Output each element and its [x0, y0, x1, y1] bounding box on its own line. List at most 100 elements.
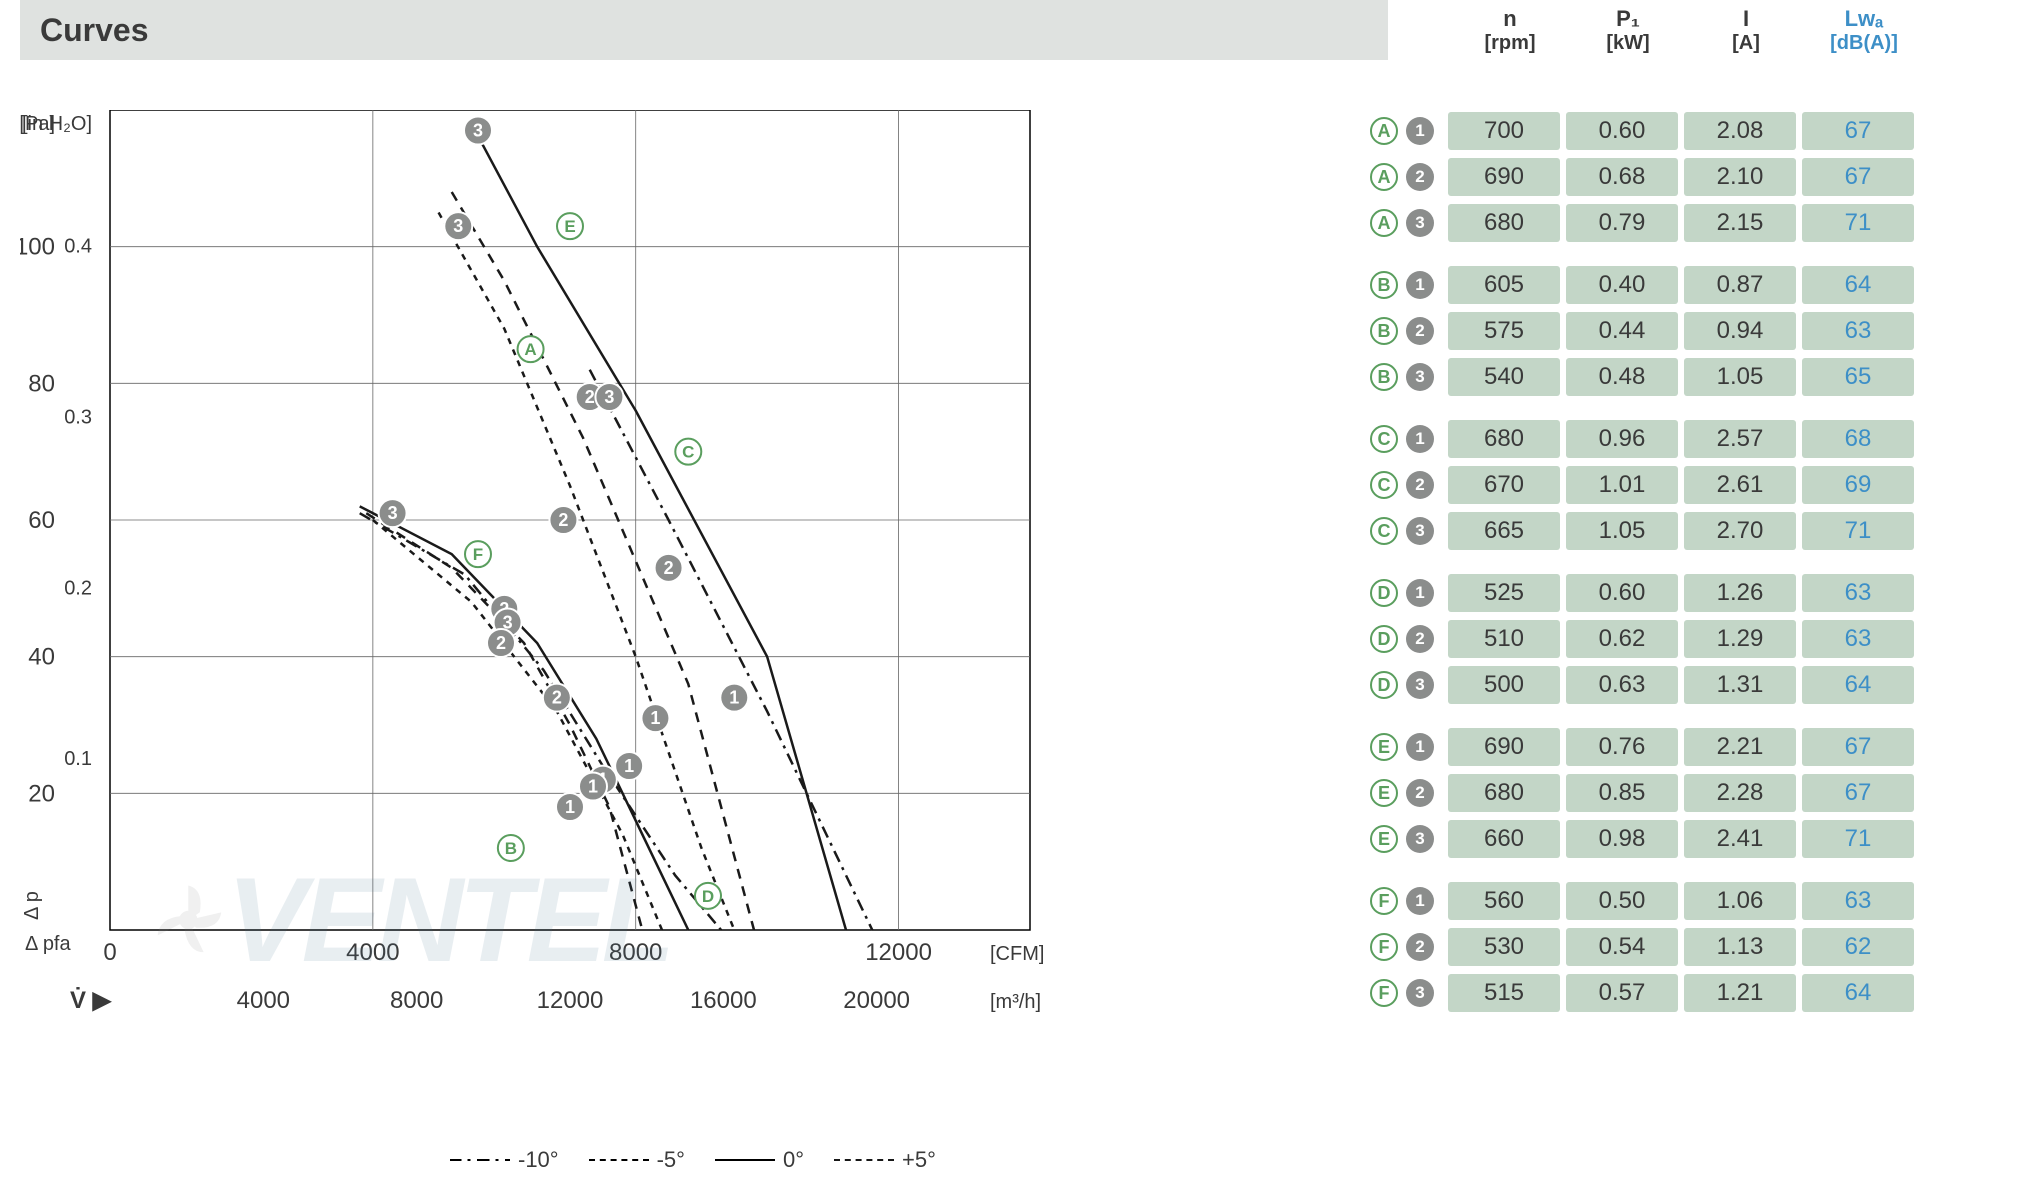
table-row: B25750.440.9463 — [1370, 310, 2000, 352]
letter-marker: C — [1370, 517, 1398, 545]
th-kw: P₁ [kW] — [1572, 0, 1684, 60]
cell-rpm: 540 — [1448, 358, 1560, 396]
svg-text:[in H₂O]: [in H₂O] — [22, 113, 92, 135]
letter-marker: A — [1370, 117, 1398, 145]
letter-marker: B — [1370, 363, 1398, 391]
letter-marker-label: B — [505, 839, 517, 858]
data-table: A17000.602.0867A26900.682.1067A36800.792… — [1370, 110, 2000, 1034]
legend-line — [450, 1159, 510, 1161]
svg-text:16000: 16000 — [690, 987, 757, 1014]
cell-lwa: 71 — [1802, 204, 1914, 242]
cell-rpm: 560 — [1448, 882, 1560, 920]
svg-text:12000: 12000 — [537, 987, 604, 1014]
header-bar: Curves — [20, 0, 1388, 60]
chart-svg: 204060801000.10.20.30.404000800012000400… — [20, 110, 1050, 1070]
cell-rpm: 690 — [1448, 158, 1560, 196]
cell-lwa: 67 — [1802, 112, 1914, 150]
num-marker: 2 — [1406, 317, 1434, 345]
legend-line — [715, 1159, 775, 1161]
svg-text:0.3: 0.3 — [64, 407, 92, 429]
letter-marker: B — [1370, 317, 1398, 345]
svg-text:4000: 4000 — [237, 987, 290, 1014]
curve — [590, 370, 873, 930]
th-lwa: Lwₐ [dB(A)] — [1808, 0, 1920, 60]
cell-rpm: 575 — [1448, 312, 1560, 350]
letter-marker: F — [1370, 887, 1398, 915]
table-row: A36800.792.1571 — [1370, 202, 2000, 244]
num-marker-label: 2 — [558, 510, 568, 530]
cell-kw: 0.68 — [1566, 158, 1678, 196]
svg-text:0.1: 0.1 — [64, 748, 92, 770]
cell-amp: 2.57 — [1684, 420, 1796, 458]
table-row: D35000.631.3164 — [1370, 664, 2000, 706]
cell-lwa: 64 — [1802, 666, 1914, 704]
letter-marker-label: D — [702, 887, 714, 906]
page-title: Curves — [40, 12, 149, 49]
legend-item: 0° — [715, 1147, 804, 1173]
letter-marker: A — [1370, 163, 1398, 191]
cell-lwa: 71 — [1802, 820, 1914, 858]
cell-amp: 0.87 — [1684, 266, 1796, 304]
letter-marker: C — [1370, 425, 1398, 453]
legend-item: +5° — [834, 1147, 936, 1173]
table-row: C16800.962.5768 — [1370, 418, 2000, 460]
curve — [452, 192, 754, 930]
cell-lwa: 62 — [1802, 928, 1914, 966]
cell-rpm: 690 — [1448, 728, 1560, 766]
cell-rpm: 680 — [1448, 420, 1560, 458]
num-marker-label: 3 — [604, 387, 614, 407]
svg-text:0.2: 0.2 — [64, 577, 92, 599]
cell-rpm: 530 — [1448, 928, 1560, 966]
cell-amp: 2.10 — [1684, 158, 1796, 196]
cell-kw: 0.85 — [1566, 774, 1678, 812]
legend-line — [834, 1159, 894, 1161]
table-row: B35400.481.0565 — [1370, 356, 2000, 398]
cell-amp: 2.28 — [1684, 774, 1796, 812]
svg-text:8000: 8000 — [609, 939, 662, 966]
chart-area: ventel 204060801000.10.20.30.40400080001… — [20, 110, 1050, 1070]
data-group: A17000.602.0867A26900.682.1067A36800.792… — [1370, 110, 2000, 244]
letter-marker: B — [1370, 271, 1398, 299]
cell-amp: 1.06 — [1684, 882, 1796, 920]
cell-lwa: 64 — [1802, 266, 1914, 304]
svg-text:12000: 12000 — [865, 939, 932, 966]
table-row: F15600.501.0663 — [1370, 880, 2000, 922]
cell-lwa: 67 — [1802, 728, 1914, 766]
num-marker: 2 — [1406, 933, 1434, 961]
svg-text:0: 0 — [103, 939, 116, 966]
cell-rpm: 660 — [1448, 820, 1560, 858]
num-marker-label: 2 — [664, 558, 674, 578]
cell-amp: 2.41 — [1684, 820, 1796, 858]
cell-kw: 0.40 — [1566, 266, 1678, 304]
cell-rpm: 665 — [1448, 512, 1560, 550]
num-marker: 1 — [1406, 117, 1434, 145]
num-marker: 3 — [1406, 979, 1434, 1007]
letter-marker: E — [1370, 825, 1398, 853]
data-group: B16050.400.8764B25750.440.9463B35400.481… — [1370, 264, 2000, 398]
num-marker: 3 — [1406, 363, 1434, 391]
table-row: E36600.982.4171 — [1370, 818, 2000, 860]
cell-rpm: 515 — [1448, 974, 1560, 1012]
cell-kw: 0.60 — [1566, 112, 1678, 150]
num-marker-label: 2 — [496, 633, 506, 653]
cell-lwa: 67 — [1802, 158, 1914, 196]
cell-rpm: 605 — [1448, 266, 1560, 304]
data-group: E16900.762.2167E26800.852.2867E36600.982… — [1370, 726, 2000, 860]
cell-kw: 1.05 — [1566, 512, 1678, 550]
letter-marker: D — [1370, 579, 1398, 607]
cell-rpm: 700 — [1448, 112, 1560, 150]
cell-amp: 1.31 — [1684, 666, 1796, 704]
svg-text:20000: 20000 — [843, 987, 910, 1014]
legend-label: -10° — [518, 1147, 559, 1173]
data-group: F15600.501.0663F25300.541.1362F35150.571… — [1370, 880, 2000, 1014]
th-amp: I [A] — [1690, 0, 1802, 60]
num-marker-label: 3 — [473, 121, 483, 141]
cell-kw: 0.44 — [1566, 312, 1678, 350]
cell-lwa: 65 — [1802, 358, 1914, 396]
cell-lwa: 64 — [1802, 974, 1914, 1012]
cell-rpm: 500 — [1448, 666, 1560, 704]
num-marker: 3 — [1406, 671, 1434, 699]
num-marker: 3 — [1406, 825, 1434, 853]
svg-text:20: 20 — [28, 780, 55, 807]
svg-text:60: 60 — [28, 507, 55, 534]
